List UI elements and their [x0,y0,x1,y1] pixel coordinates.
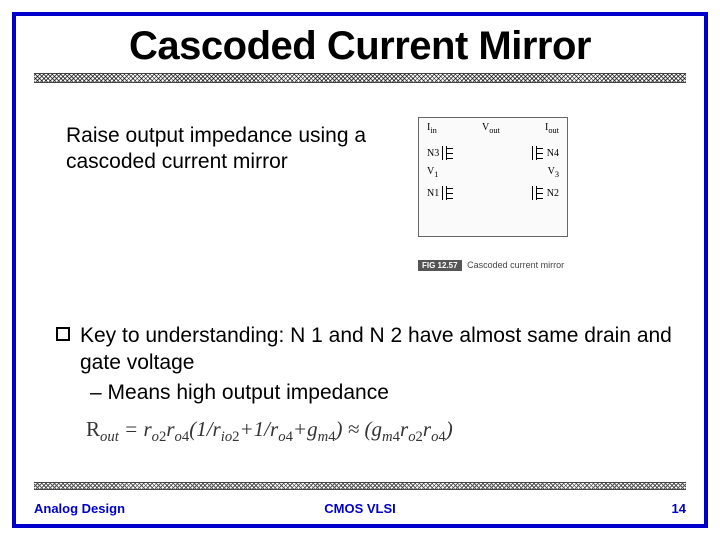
bullet-marker-icon [56,327,70,341]
circuit-label-iin: Iin [427,122,437,135]
circuit-label-vout: Vout [482,122,500,135]
sub-bullet-item: – Means high output impedance [90,381,672,405]
bullet-block: Key to understanding: N 1 and N 2 have a… [56,322,672,446]
circuit-label-iout: Iout [545,122,559,135]
intro-row: Raise output impedance using a cascoded … [66,111,672,276]
transistor-n3: N3 [427,146,454,160]
bullet-text: Key to understanding: N 1 and N 2 have a… [80,322,672,377]
sub-bullet-text: Means high output impedance [108,381,389,404]
node-v3: V3 [548,166,559,179]
footer-divider [34,482,686,490]
title-divider [34,73,686,83]
node-v1: V1 [427,166,438,179]
content-area: Raise output impedance using a cascoded … [16,83,704,446]
circuit-schematic: Iin Vout Iout N3 N4 V1 V3 N1 N2 [418,117,568,237]
transistor-n4: N4 [532,146,559,160]
footer: Analog Design CMOS VLSI 14 [34,501,686,516]
slide-frame: Cascoded Current Mirror Raise output imp… [12,12,708,528]
intro-text: Raise output impedance using a cascoded … [66,111,376,176]
transistor-n2: N2 [532,186,559,200]
equation: Rout = ro2ro4(1/rio2+1/ro4+gm4) ≈ (gm4ro… [86,417,672,446]
bullet-item: Key to understanding: N 1 and N 2 have a… [56,322,672,377]
circuit-figure: Iin Vout Iout N3 N4 V1 V3 N1 N2 [396,111,591,276]
transistor-n1: N1 [427,186,454,200]
footer-center: CMOS VLSI [34,501,686,516]
slide-title: Cascoded Current Mirror [16,16,704,69]
figure-tag: FIG 12.57 [418,260,462,271]
figure-caption: FIG 12.57 Cascoded current mirror [418,260,568,270]
figure-caption-text: Cascoded current mirror [467,260,564,270]
